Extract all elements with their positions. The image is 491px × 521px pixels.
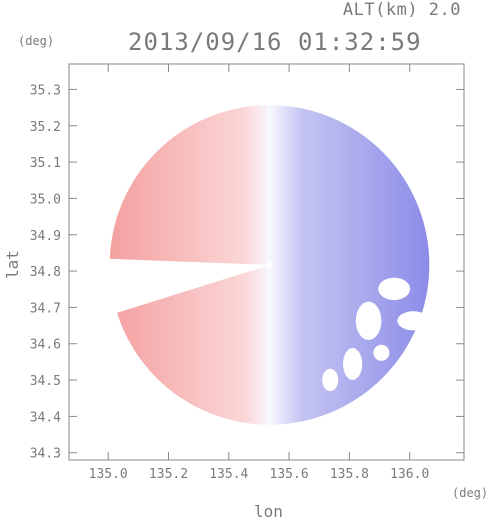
no-echo-gap-2	[397, 311, 430, 331]
y-axis-unit: (deg)	[18, 34, 55, 48]
x-axis-ticks: 135.0 135.2 135.4 135.6 135.8 136.0	[89, 64, 429, 482]
y-tick-label: 34.8	[30, 265, 61, 280]
x-tick-label: 135.6	[270, 467, 309, 482]
no-echo-gap-0	[378, 277, 411, 301]
no-echo-notch	[101, 258, 270, 318]
no-echo-gap-5	[322, 368, 339, 392]
no-echo-areas	[322, 277, 430, 392]
x-axis-unit: (deg)	[452, 486, 489, 500]
x-tick-label: 135.8	[330, 467, 369, 482]
y-tick-label: 34.4	[30, 410, 61, 425]
x-tick-label: 135.2	[149, 467, 188, 482]
y-tick-label: 35.2	[30, 120, 61, 135]
altitude-label: ALT(km) 2.0	[342, 0, 461, 20]
x-tick-label: 136.0	[390, 467, 429, 482]
x-tick-label: 135.4	[209, 467, 248, 482]
y-tick-label: 35.0	[30, 192, 61, 207]
y-tick-label: 35.1	[30, 156, 61, 171]
x-axis-label: lon	[254, 502, 283, 521]
x-tick-label: 135.0	[89, 467, 128, 482]
y-tick-label: 34.6	[30, 338, 61, 353]
timestamp-title: 2013/09/16 01:32:59	[128, 28, 422, 56]
y-tick-label: 34.9	[30, 229, 61, 244]
no-echo-gap-1	[355, 301, 382, 341]
y-tick-label: 35.3	[30, 83, 61, 98]
plot-frame	[68, 63, 465, 461]
y-tick-label: 34.3	[30, 447, 61, 462]
y-tick-label: 34.7	[30, 301, 61, 316]
no-echo-gap-3	[343, 348, 363, 380]
radar-site-marker	[266, 261, 273, 268]
no-echo-gap-4	[373, 344, 390, 361]
y-tick-label: 34.5	[30, 374, 61, 389]
y-axis-ticks: 34.3 34.4 34.5 34.6 34.7 34.8 34.9 35.0 35.1 35.2…	[30, 83, 464, 462]
